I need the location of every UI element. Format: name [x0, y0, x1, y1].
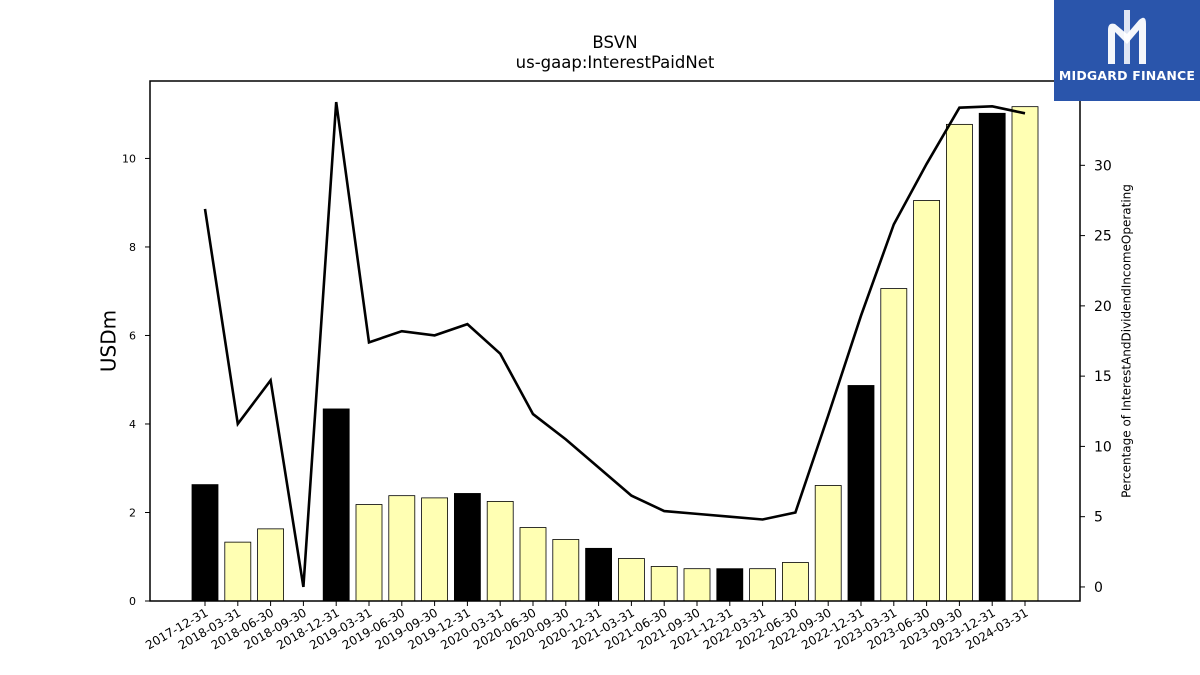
y2-tick-label: 25: [1094, 229, 1112, 245]
bars: [191, 106, 1039, 602]
y-tick-label: 0: [129, 595, 136, 608]
bar-2024-03-31: [1011, 106, 1039, 602]
bar-2019-06-30: [388, 495, 416, 602]
bar-2020-06-30: [519, 527, 547, 602]
bar-2020-03-31: [486, 501, 514, 602]
bar-2017-12-31: [191, 484, 219, 602]
bar-2022-06-30: [782, 562, 809, 602]
bar-2019-09-30: [421, 497, 449, 602]
y-axis-label: USDm: [97, 310, 121, 372]
y2-tick-label: 30: [1094, 158, 1112, 174]
bar-2022-09-30: [814, 485, 842, 602]
y2-tick-label: 5: [1094, 510, 1103, 526]
y-axis-right: 05101520253035: [1080, 88, 1112, 596]
y-tick-label: 8: [129, 241, 136, 254]
y-tick-label: 6: [129, 329, 136, 342]
bar-2018-03-31: [224, 541, 252, 602]
bar-2021-09-30: [683, 568, 711, 602]
plot-frame: [149, 80, 1081, 602]
x-axis: 2017-12-312018-03-312018-06-302018-09-30…: [143, 601, 1031, 652]
chart-title: BSVN: [592, 33, 637, 52]
y2-tick-label: 20: [1094, 299, 1112, 315]
bar-2021-06-30: [650, 566, 678, 602]
bar-2023-03-31: [880, 288, 908, 602]
line-series: [203, 101, 1026, 588]
bar-2019-12-31: [453, 493, 481, 602]
bar-2018-06-30: [257, 528, 285, 602]
y-tick-label: 2: [129, 506, 136, 519]
bar-2023-09-30: [946, 123, 973, 602]
brand-logo: MIDGARD FINANCE: [1054, 0, 1200, 101]
midgard-m-icon: [1108, 10, 1146, 64]
bar-2023-12-31: [978, 112, 1006, 602]
bar-2022-03-31: [749, 568, 776, 602]
y-axis-left: 0 2 4 6 8 10: [122, 152, 150, 608]
bar-2018-12-31: [322, 408, 350, 602]
bar-2021-03-31: [618, 558, 645, 602]
chart-subtitle: us-gaap:InterestPaidNet: [516, 53, 715, 72]
brand-name: MIDGARD FINANCE: [1058, 68, 1196, 83]
y2-tick-label: 0: [1094, 580, 1103, 596]
bar-2023-06-30: [913, 200, 940, 602]
line-path: [203, 101, 1026, 588]
y2-tick-label: 15: [1094, 369, 1112, 385]
bar-2021-12-31: [716, 568, 744, 602]
bar-2020-09-30: [552, 539, 580, 602]
bar-2019-03-31: [355, 504, 383, 602]
y-tick-label: 4: [129, 418, 136, 431]
bar-2022-12-31: [847, 385, 875, 602]
y2-tick-label: 10: [1094, 439, 1112, 455]
y2-axis-label: Percentage of InterestAndDividendIncomeO…: [1120, 184, 1134, 498]
bar-2020-12-31: [585, 547, 612, 602]
y-tick-label: 10: [122, 152, 136, 165]
